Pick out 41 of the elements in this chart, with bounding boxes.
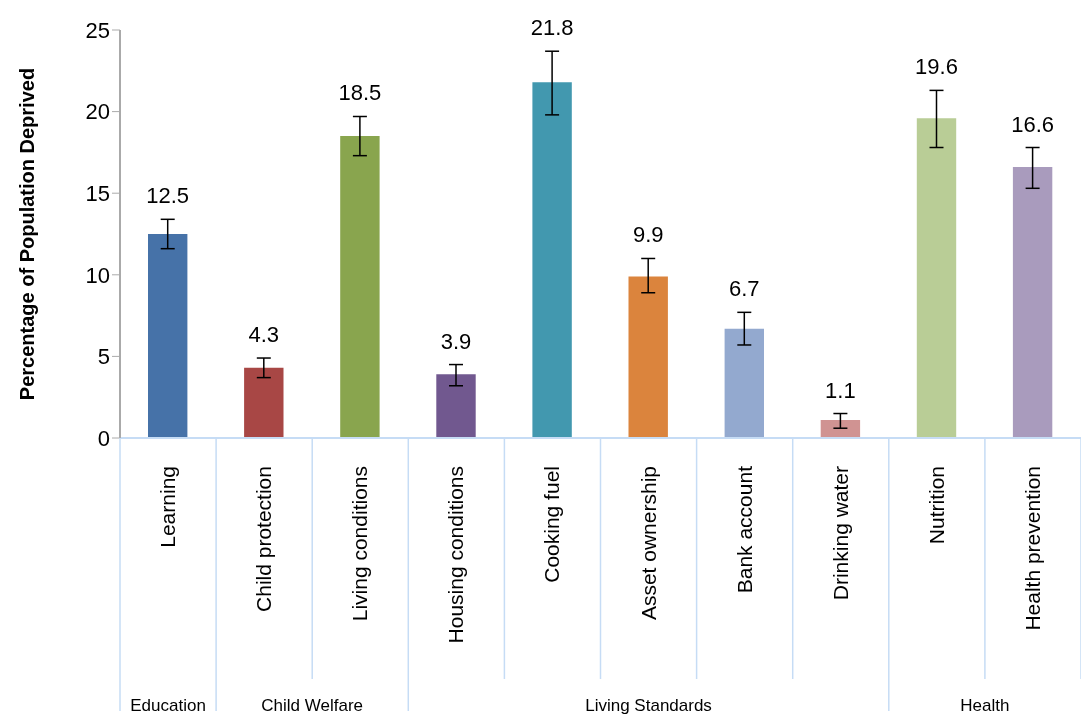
text: Living Standards [585, 696, 712, 715]
y-axis-title: Percentage of Population Deprived [16, 67, 38, 401]
y-tick-label: 5 [97, 344, 110, 370]
data-label: 21.8 [530, 15, 574, 41]
y-tick-label: 25 [85, 17, 110, 43]
x-tick-label: Child protection [252, 466, 276, 612]
x-tick-label: Health prevention [1020, 466, 1044, 631]
data-label: 1.1 [825, 377, 856, 403]
y-tick-label: 20 [85, 99, 110, 125]
data-label: 18.5 [338, 80, 382, 106]
x-tick-label: Asset ownership [636, 466, 660, 621]
text: Child Welfare [261, 696, 364, 715]
data-label: 4.3 [248, 322, 280, 348]
data-label: 9.9 [632, 222, 664, 248]
x-tick-label: Living conditions [348, 466, 372, 622]
bar [340, 136, 380, 438]
bar [532, 82, 572, 438]
bar [436, 374, 476, 438]
y-tick-label: 10 [85, 262, 110, 288]
bar [916, 118, 957, 438]
text: Education [130, 696, 206, 715]
x-tick-label: Drinking water [828, 466, 852, 601]
data-label: 12.5 [146, 183, 190, 209]
text: Health [960, 696, 1010, 715]
data-label: 3.9 [440, 328, 472, 354]
x-tick-label: Bank account [732, 465, 756, 594]
y-tick-label: 15 [85, 181, 110, 207]
bar [148, 234, 188, 438]
data-label: 16.6 [1011, 111, 1055, 137]
bar [820, 420, 861, 438]
x-tick-label: Cooking fuel [540, 466, 564, 583]
y-tick-label: 0 [97, 425, 110, 451]
data-label: 6.7 [729, 276, 760, 302]
bar [628, 276, 668, 438]
bar [1012, 167, 1053, 438]
bar [724, 328, 764, 438]
bar [244, 367, 284, 438]
x-tick-label: Learning [156, 466, 180, 548]
x-tick-label: Nutrition [924, 466, 948, 545]
x-tick-label: Housing conditions [444, 466, 468, 644]
data-label: 19.6 [915, 54, 958, 80]
